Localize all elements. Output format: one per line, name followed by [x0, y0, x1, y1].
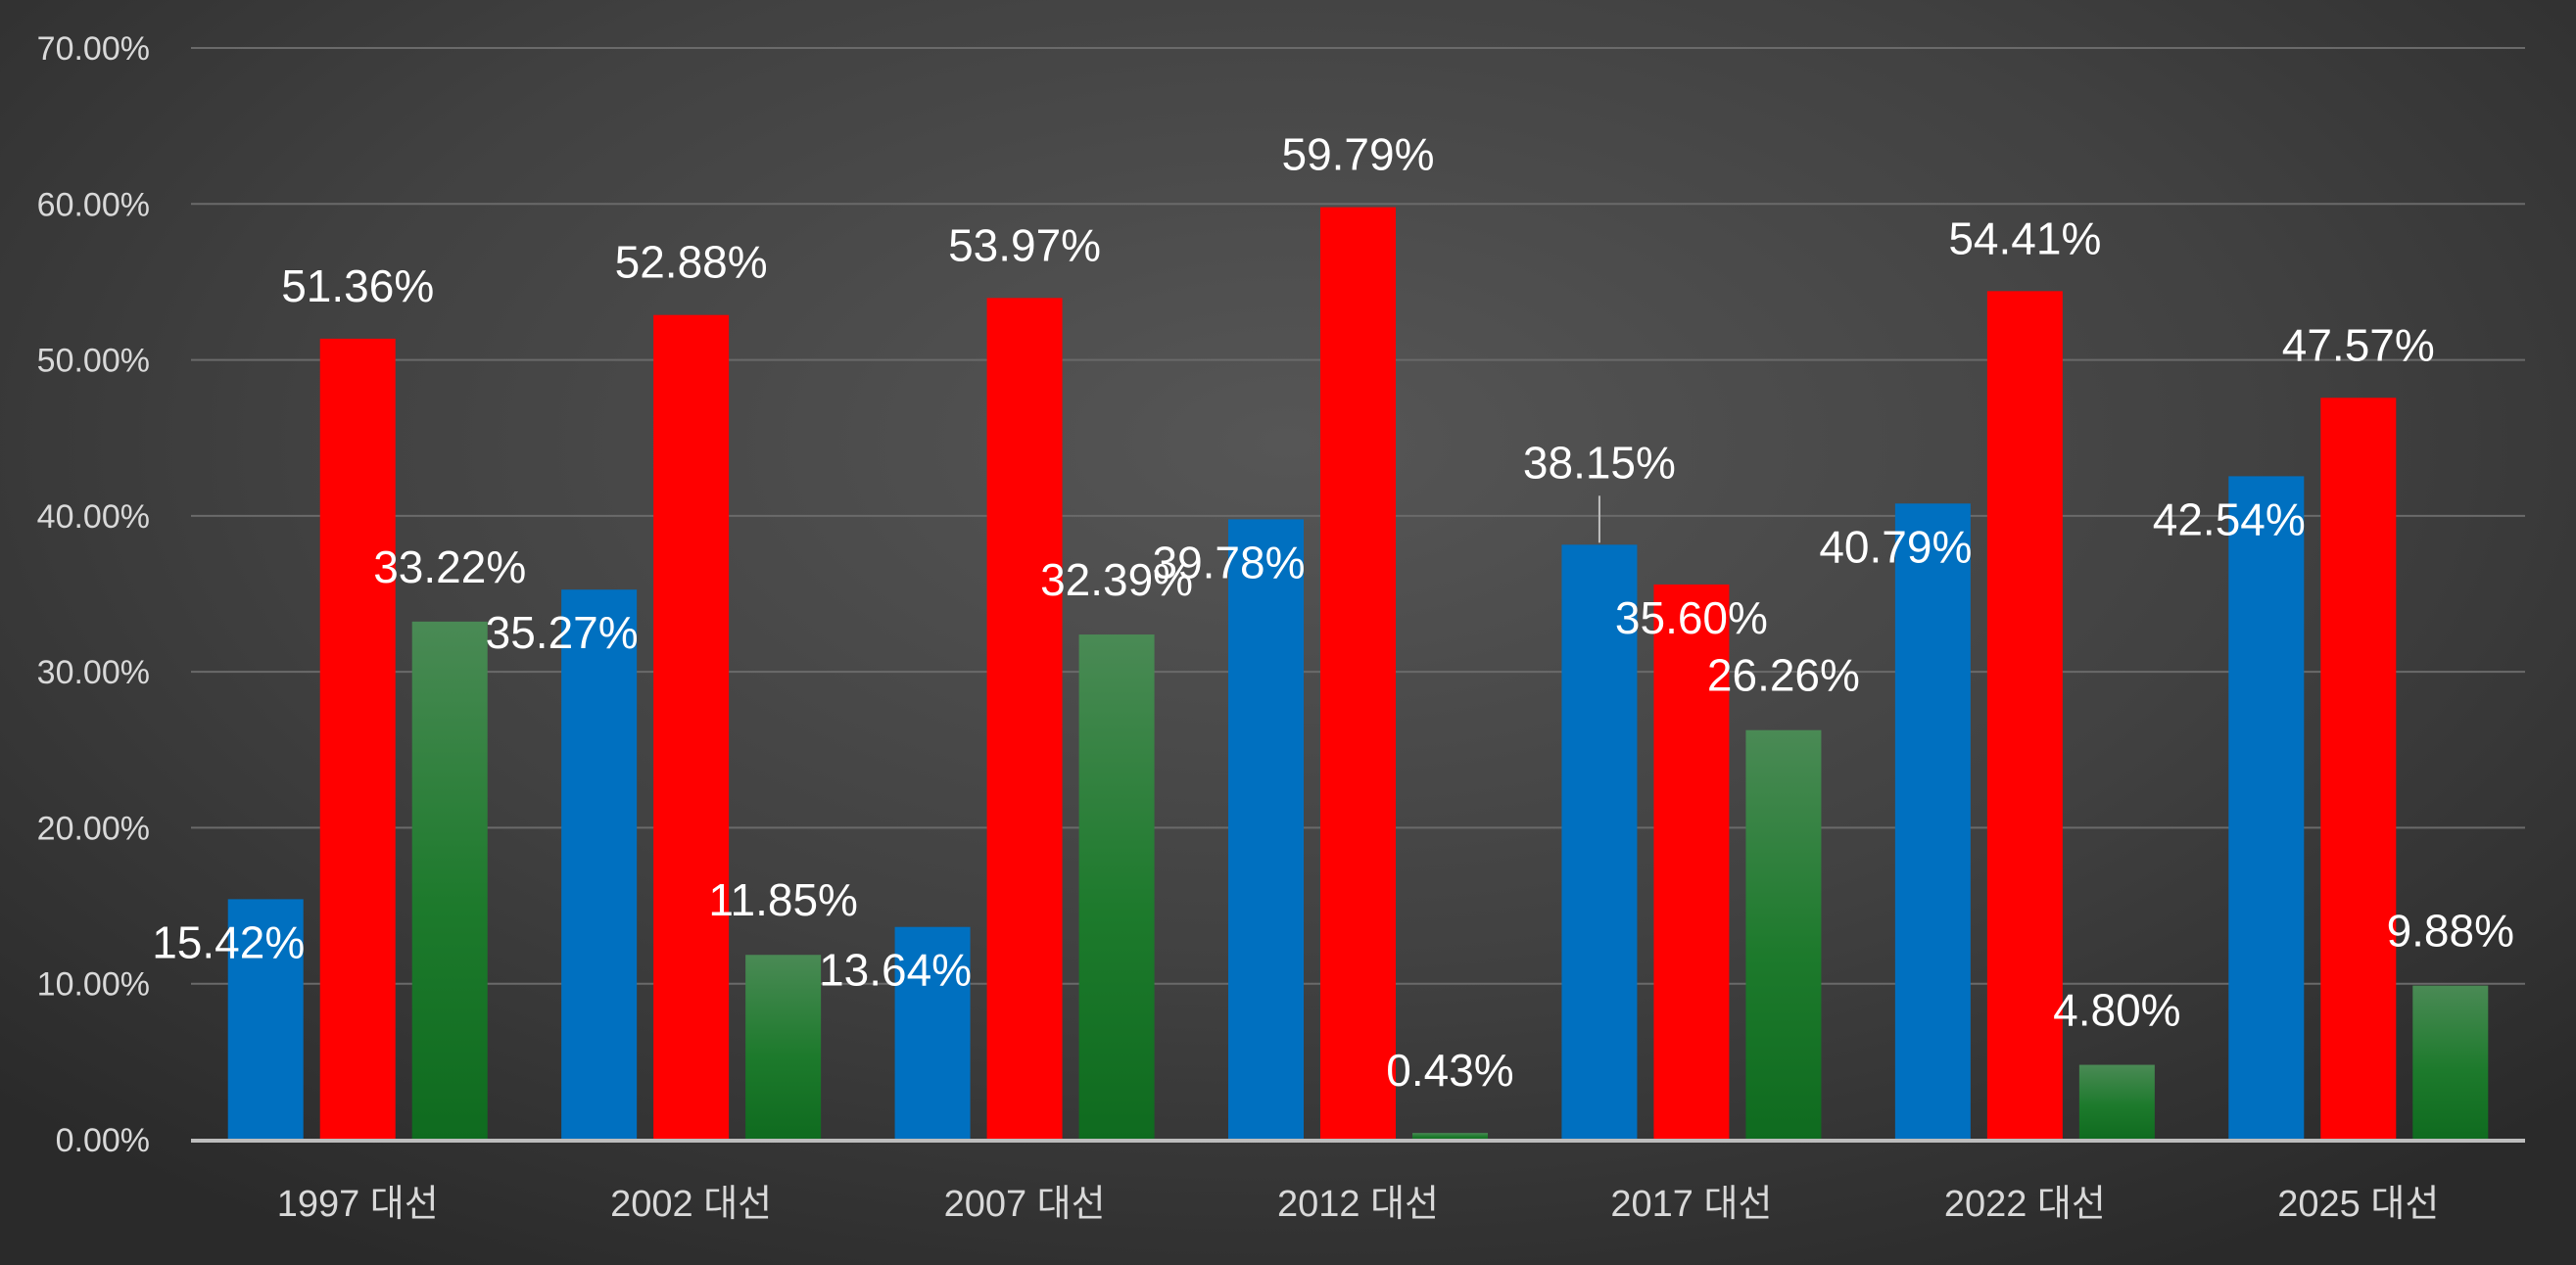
data-label: 4.80%	[2053, 985, 2180, 1036]
x-tick-label: 2007 대선	[944, 1184, 1106, 1225]
data-label: 26.26%	[1707, 650, 1860, 701]
bar	[2320, 398, 2397, 1141]
bar	[745, 955, 822, 1140]
y-tick-label: 20.00%	[37, 810, 150, 847]
x-tick-label: 1997 대선	[277, 1184, 439, 1225]
data-label: 38.15%	[1523, 437, 1676, 488]
bars	[227, 207, 2489, 1141]
data-label: 53.97%	[948, 219, 1101, 270]
bar	[1412, 1133, 1488, 1140]
bar	[1228, 519, 1304, 1140]
bar	[1653, 584, 1730, 1140]
bar	[894, 926, 971, 1140]
x-tick-label: 2025 대선	[2277, 1184, 2439, 1225]
bar	[1894, 503, 1971, 1140]
x-tick-label: 2022 대선	[1944, 1184, 2106, 1225]
data-label: 33.22%	[373, 541, 526, 592]
data-label: 0.43%	[1386, 1045, 1513, 1096]
data-label: 47.57%	[2282, 319, 2435, 370]
bar	[1745, 729, 1822, 1140]
bar	[1986, 291, 2063, 1140]
x-tick-label: 2017 대선	[1610, 1184, 1772, 1225]
y-tick-label: 50.00%	[37, 343, 150, 380]
y-tick-label: 0.00%	[56, 1122, 150, 1159]
y-tick-label: 40.00%	[37, 498, 150, 536]
data-label: 51.36%	[281, 260, 434, 311]
data-label: 32.39%	[1040, 554, 1193, 605]
bar	[1561, 544, 1638, 1140]
data-label: 54.41%	[1948, 212, 2101, 263]
data-labels: 15.42% 35.27% 13.64% 39.78% 38.15% 40.79% 42.5…	[152, 129, 2514, 1097]
data-label: 13.64%	[819, 945, 972, 996]
bar	[1320, 207, 1396, 1140]
data-label: 40.79%	[1819, 521, 1972, 572]
x-tick-label: 2002 대선	[610, 1184, 772, 1225]
data-label: 35.27%	[486, 607, 639, 658]
y-tick-label: 10.00%	[37, 966, 150, 1004]
bar	[561, 589, 638, 1140]
bar	[1078, 634, 1155, 1140]
y-tick-label: 70.00%	[37, 30, 150, 68]
data-label: 9.88%	[2387, 906, 2514, 957]
data-label: 39.78%	[1152, 537, 1305, 587]
y-axis-ticks: 0.00% 10.00% 20.00% 30.00% 40.00% 50.00% 60.00…	[37, 30, 150, 1159]
bar	[227, 899, 304, 1140]
data-label: 35.60%	[1615, 592, 1768, 643]
data-label: 15.42%	[152, 916, 305, 967]
bar	[986, 298, 1063, 1141]
y-tick-label: 60.00%	[37, 186, 150, 223]
data-label: 52.88%	[615, 237, 768, 288]
bar	[2228, 476, 2305, 1140]
data-label: 59.79%	[1281, 129, 1434, 180]
bar	[653, 314, 730, 1140]
bar	[2078, 1064, 2155, 1140]
y-tick-label: 30.00%	[37, 654, 150, 691]
data-label: 11.85%	[708, 874, 858, 925]
x-axis-ticks: 1997 대선 2002 대선 2007 대선 2012 대선 2017 대선 2022 …	[277, 1184, 2440, 1225]
data-label: 42.54%	[2153, 493, 2306, 544]
x-tick-label: 2012 대선	[1277, 1184, 1439, 1225]
bar	[319, 338, 396, 1140]
bar	[411, 621, 488, 1140]
bar	[2412, 985, 2489, 1140]
